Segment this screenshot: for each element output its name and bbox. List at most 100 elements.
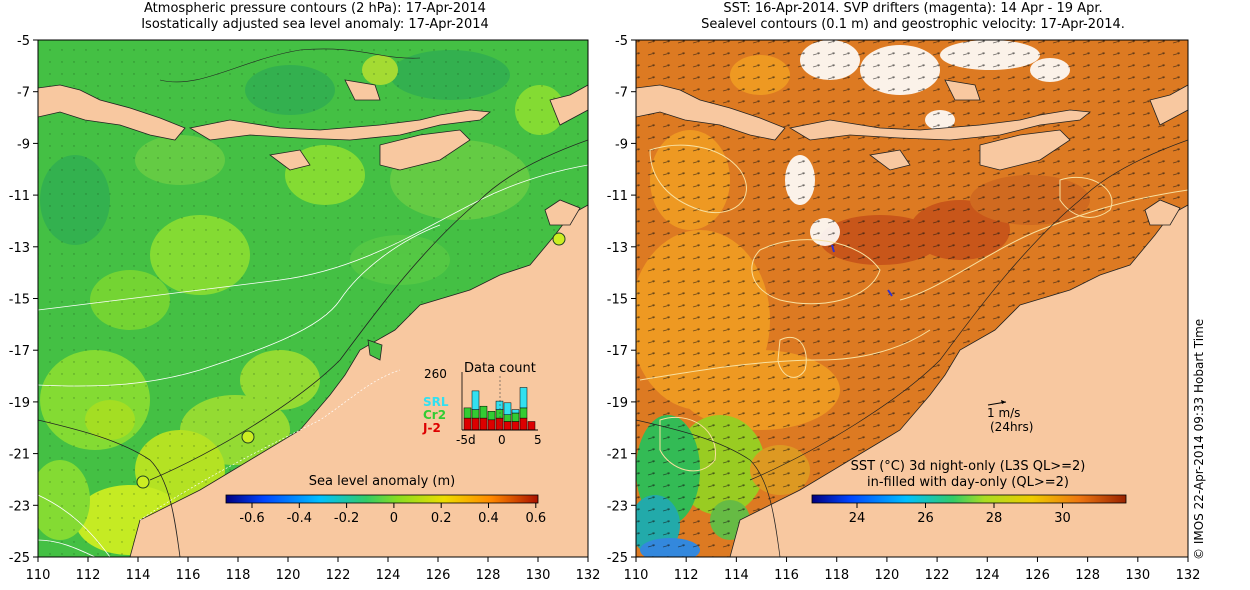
inset-xtick-2: 5 (534, 433, 542, 447)
left-title-line2: Isostatically adjusted sea level anomaly… (141, 17, 489, 32)
left-xtick-label: 110 (26, 568, 51, 583)
data-count-inset: Data count 260 -5d 0 5 SRL Cr2 J-2 (422, 361, 542, 447)
inset-bar-8-J2 (527, 421, 536, 431)
right-ytick-label: -19 (607, 396, 628, 411)
inset-bar-5-Cr2 (503, 414, 512, 422)
inset-bar-2-J2 (479, 417, 488, 431)
left-y-axis: -5 -7 -9 -11 -13 -15 -17 -19 -21 -23 -25 (9, 34, 38, 566)
left-xtick-label: 126 (426, 568, 451, 583)
sst-colorbar: SST (°C) 3d night-only (L3S QL>=2) in-fi… (811, 459, 1127, 526)
sst-colorbar-tick: 24 (849, 511, 866, 526)
right-xtick-label: 114 (724, 568, 749, 583)
inset-bar-6-Cr2 (511, 412, 520, 422)
left-x-axis: 110 112 114 116 118 120 122 124 126 128 130 132 (26, 557, 601, 583)
inset-bar-0-J2 (463, 417, 472, 431)
right-map (636, 40, 1188, 557)
inset-bars (463, 387, 536, 431)
altimeter-markers (136, 232, 566, 489)
right-xtick-label: 112 (674, 568, 699, 583)
inset-xtick-0: -5d (456, 433, 476, 447)
left-xtick-label: 112 (76, 568, 101, 583)
right-xtick-label: 126 (1025, 568, 1050, 583)
left-ytick-label: -11 (9, 189, 30, 204)
sla-colorbar-ticks: -0.6 -0.4 -0.2 0 0.2 0.4 0.6 (239, 503, 546, 526)
right-panel-title: SST: 16-Apr-2014. SVP drifters (magenta)… (638, 1, 1188, 33)
sst-colorbar-label-2: in-filled with day-only (QL>=2) (867, 475, 1069, 490)
left-xtick-label: 116 (176, 568, 201, 583)
right-ytick-label: -5 (615, 34, 628, 49)
right-ytick-label: -17 (607, 344, 628, 359)
inset-bar-3-Cr2 (487, 411, 496, 421)
sla-colorbar: Sea level anomaly (m) -0.6 -0.4 -0.2 0 0.2 0.… (225, 474, 546, 526)
imos-watermark: © IMOS 22-Apr-2014 09:33 Hobart Time (1192, 318, 1206, 560)
right-xtick-label: 124 (975, 568, 1000, 583)
left-ytick-label: -17 (9, 344, 30, 359)
inset-legend-j2: J-2 (422, 421, 441, 435)
right-ytick-label: -21 (607, 448, 628, 463)
right-title-line2: Sealevel contours (0.1 m) and geostrophi… (701, 17, 1125, 32)
right-x-axis: 110 112 114 116 118 120 122 124 126 128 130 132 (624, 557, 1201, 583)
left-map (38, 40, 588, 557)
left-panel-title: Atmospheric pressure contours (2 hPa): 1… (40, 1, 590, 33)
drifter-tracks (831, 244, 893, 297)
sealevel-contours (639, 144, 1188, 472)
sst-colorbar-ticks: 24 26 28 30 (849, 503, 1071, 526)
sla-colorbar-label: Sea level anomaly (m) (309, 474, 455, 489)
left-xtick-label: 130 (526, 568, 551, 583)
left-ytick-label: -19 (9, 396, 30, 411)
right-ytick-label: -25 (607, 551, 628, 566)
right-ytick-label: -23 (607, 499, 628, 514)
inset-legend-cr2: Cr2 (423, 408, 446, 422)
inset-bar-5-SRL (503, 402, 512, 415)
left-xtick-label: 128 (476, 568, 501, 583)
velocity-key-duration: (24hrs) (990, 420, 1033, 434)
sla-colorbar-tick: 0.2 (431, 511, 452, 526)
right-ytick-label: -15 (607, 293, 628, 308)
inset-bar-2-Cr2 (479, 405, 488, 419)
right-xtick-label: 116 (774, 568, 799, 583)
left-ytick-label: -23 (9, 499, 30, 514)
right-ytick-label: -11 (607, 189, 628, 204)
left-title-line1: Atmospheric pressure contours (2 hPa): 1… (144, 1, 486, 16)
left-ytick-label: -13 (9, 241, 30, 256)
sst-colorbar-tick: 28 (986, 511, 1003, 526)
land-right (636, 79, 1188, 557)
right-xtick-label: 130 (1125, 568, 1150, 583)
right-xtick-label: 118 (824, 568, 849, 583)
inset-bar-6-SRL (511, 409, 520, 414)
velocity-key: 1 m/s (24hrs) (987, 400, 1033, 434)
inset-y-max-label: 260 (424, 367, 447, 381)
left-ytick-label: -21 (9, 448, 30, 463)
land (38, 79, 588, 557)
right-title-line1: SST: 16-Apr-2014. SVP drifters (magenta)… (723, 1, 1103, 16)
right-ytick-label: -9 (615, 137, 628, 152)
velocity-key-speed: 1 m/s (987, 406, 1020, 420)
bathymetry-contours (636, 139, 1188, 557)
inset-bar-5-J2 (503, 421, 512, 431)
left-ytick-label: -5 (17, 34, 30, 49)
left-ytick-label: -7 (17, 86, 30, 101)
left-xtick-label: 132 (576, 568, 601, 583)
inset-bar-4-J2 (495, 417, 504, 431)
left-xtick-label: 124 (376, 568, 401, 583)
sla-colorbar-tick: 0.4 (478, 511, 499, 526)
inset-bar-7-J2 (519, 417, 528, 431)
right-xtick-label: 128 (1075, 568, 1100, 583)
inset-bar-6-J2 (511, 421, 520, 431)
left-xtick-label: 118 (226, 568, 251, 583)
right-xtick-label: 132 (1176, 568, 1201, 583)
left-xtick-label: 120 (276, 568, 301, 583)
sla-colorbar-tick: -0.6 (239, 511, 264, 526)
inset-bar-3-J2 (487, 419, 496, 431)
sst-colorbar-tick: 30 (1054, 511, 1071, 526)
sla-colorbar-tick: 0 (390, 511, 398, 526)
inset-bar-4-Cr2 (495, 409, 504, 419)
right-xtick-label: 122 (925, 568, 950, 583)
inset-title: Data count (464, 361, 536, 376)
left-ytick-label: -25 (9, 551, 30, 566)
pressure-contours (38, 48, 588, 557)
left-ytick-label: -15 (9, 293, 30, 308)
right-xtick-label: 120 (874, 568, 899, 583)
inset-bar-1-J2 (471, 417, 480, 431)
